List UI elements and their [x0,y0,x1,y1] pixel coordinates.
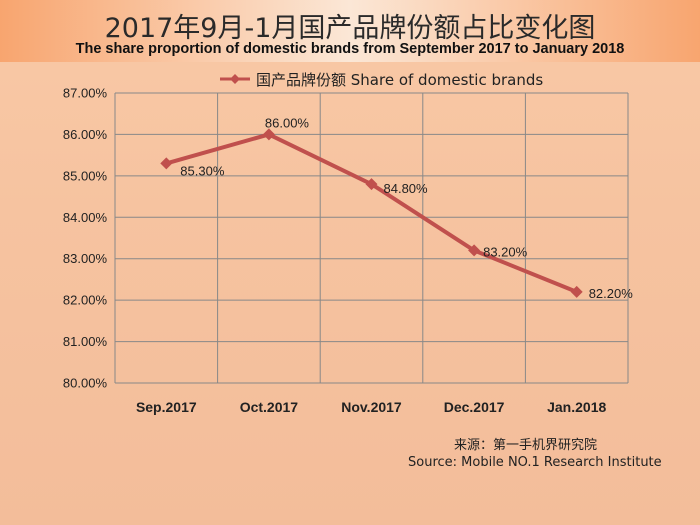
x-tick-label: Sep.2017 [136,399,197,415]
data-point [365,178,378,191]
y-tick-label: 85.00% [63,168,108,183]
x-tick-label: Nov.2017 [341,399,402,415]
data-point [160,157,173,170]
data-point [262,128,275,141]
x-tick-label: Dec.2017 [444,399,505,415]
data-label: 84.80% [384,181,429,196]
y-tick-label: 81.00% [63,334,108,349]
legend-label: 国产品牌份额 Share of domestic brands [256,70,544,89]
series-line [165,132,578,294]
chart-title: 2017年9月-1月国产品牌份额占比变化图 [104,13,596,44]
chart-subtitle: The share proportion of domestic brands … [75,41,625,57]
y-tick-label: 86.00% [63,127,108,142]
x-tick-label: Oct.2017 [240,399,299,415]
data-label: 83.20% [483,244,528,259]
y-tick-label: 80.00% [63,376,108,391]
data-label: 82.20% [589,286,634,301]
data-label: 85.30% [180,163,225,178]
y-tick-label: 83.00% [63,251,108,266]
source-en: Source: Mobile NO.1 Research Institute [408,455,662,470]
legend-marker-icon [220,74,250,84]
y-tick-label: 87.00% [63,86,108,101]
data-point [570,285,583,298]
data-label: 86.00% [265,115,310,130]
source-cn: 来源：第一手机界研究院 [454,438,598,453]
y-tick-label: 82.00% [63,293,108,308]
title-band [0,0,700,62]
source-note: 来源：第一手机界研究院 Source: Mobile NO.1 Research… [408,437,662,471]
y-tick-label: 84.00% [63,210,108,225]
data-point [468,244,481,257]
x-tick-label: Jan.2018 [547,399,606,415]
legend: 国产品牌份额 Share of domestic brands [220,69,543,89]
